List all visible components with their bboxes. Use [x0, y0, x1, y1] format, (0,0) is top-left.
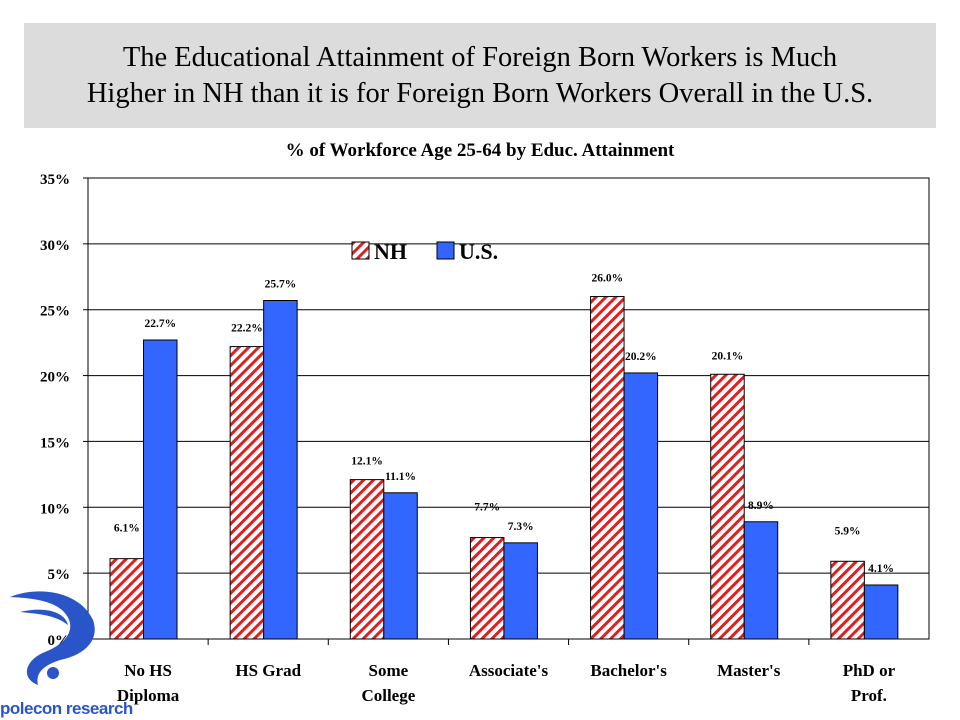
data-label: 11.1% [385, 471, 416, 483]
x-tick-label: Bachelor's [590, 661, 667, 680]
bar-nh [229, 346, 265, 640]
x-tick-label: HS Grad [235, 661, 301, 680]
bar-us [863, 584, 899, 640]
x-tick-label: Some [369, 661, 409, 680]
bar-nh [349, 479, 385, 640]
legend-swatch-nh [351, 241, 370, 260]
y-tick-label: 20% [40, 370, 70, 386]
y-tick-label: 5% [48, 567, 71, 583]
polecon-logo-icon [10, 591, 95, 685]
bar-us [143, 339, 178, 640]
bar-us [383, 492, 418, 640]
data-label: 25.7% [265, 278, 297, 290]
bar-nh [830, 560, 865, 640]
y-tick-label: 10% [40, 501, 70, 517]
bar-us [263, 299, 298, 640]
data-label: 22.7% [144, 318, 176, 330]
x-tick-label: Associate's [469, 661, 549, 680]
data-label: 8.9% [748, 500, 774, 512]
y-tick-label: 25% [40, 304, 70, 320]
x-tick-label: PhD or [843, 661, 896, 680]
x-tick-label: Master's [717, 661, 781, 680]
y-tick-label: 35% [40, 172, 70, 188]
slide-title: The Educational Attainment of Foreign Bo… [24, 23, 936, 128]
x-tick-label: College [361, 686, 415, 705]
data-label: 22.2% [231, 323, 263, 335]
x-tick-label: Diploma [117, 686, 180, 705]
logo-text: polecon research [0, 699, 133, 718]
title-line-1: The Educational Attainment of Foreign Bo… [122, 41, 838, 73]
bar-nh [469, 537, 505, 640]
data-label: 6.1% [114, 523, 140, 535]
data-label: 5.9% [835, 525, 861, 537]
x-tick-label: Prof. [851, 686, 887, 705]
legend-label: U.S. [459, 239, 498, 264]
data-label: 4.1% [868, 563, 894, 575]
bar-us [743, 521, 779, 640]
chart-title: % of Workforce Age 25-64 by Educ. Attain… [285, 140, 675, 161]
data-label: 20.2% [625, 351, 657, 363]
title-line-2: Higher in NH than it is for Foreign Born… [86, 77, 874, 109]
bar-nh [710, 373, 745, 640]
x-tick-label: No HS [124, 661, 172, 680]
bar-us [623, 372, 659, 640]
bar-nh [109, 558, 144, 640]
bar-us [503, 542, 538, 640]
data-label: 26.0% [592, 273, 624, 285]
data-label: 7.3% [508, 521, 534, 533]
legend-label: NH [374, 239, 407, 264]
data-label: 7.7% [474, 502, 500, 514]
legend-swatch-us [436, 241, 455, 260]
data-label: 20.1% [712, 350, 744, 362]
data-label: 12.1% [351, 456, 383, 468]
bar-nh [590, 296, 625, 640]
y-tick-label: 15% [40, 435, 70, 451]
y-tick-label: 30% [40, 238, 70, 254]
